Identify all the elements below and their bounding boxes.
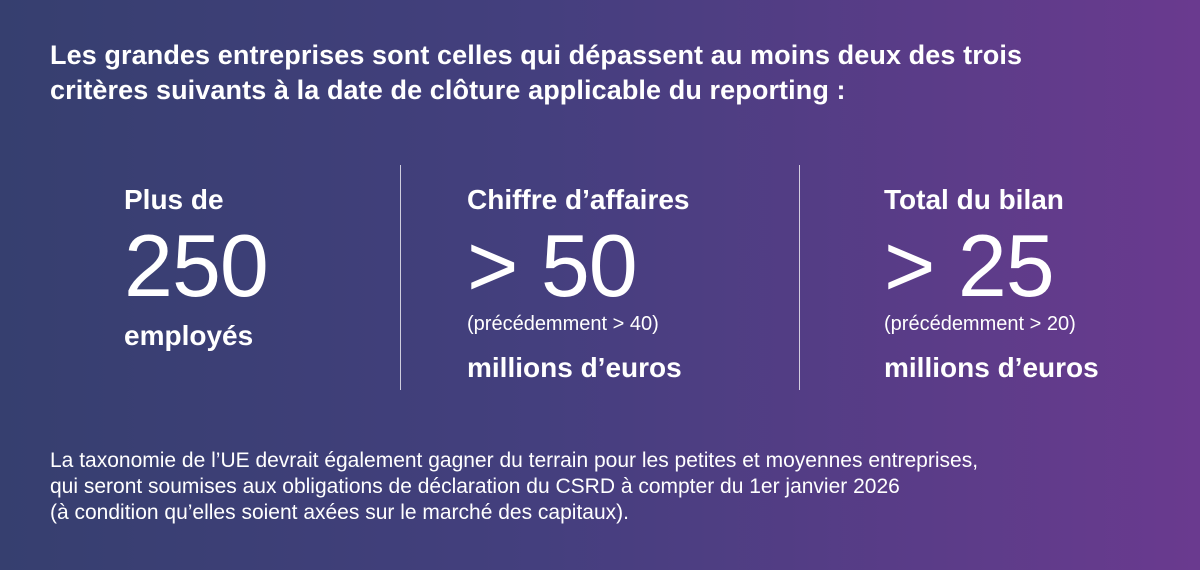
criterion-balance-sheet-label-top: Total du bilan: [884, 184, 1064, 215]
column-divider-1: [400, 165, 401, 390]
intro-line-1: Les grandes entreprises sont celles qui …: [50, 40, 1023, 70]
footer-text: La taxonomie de l’UE devrait également g…: [50, 448, 1170, 526]
criterion-balance-sheet: Total du bilan > 25 (précédemment > 20) …: [884, 182, 1099, 386]
criterion-balance-sheet-label-bottom: millions d’euros: [884, 352, 1099, 383]
criterion-employees-label-top: Plus de: [124, 184, 224, 215]
criterion-turnover: Chiffre d’affaires > 50 (précédemment > …: [467, 182, 690, 386]
footer-line-3: (à condition qu’elles soient axées sur l…: [50, 501, 629, 524]
criterion-turnover-note: (précédemment > 40): [467, 313, 659, 335]
intro-text: Les grandes entreprises sont celles qui …: [50, 38, 1160, 108]
footer-line-2: qui seront soumises aux obligations de d…: [50, 475, 900, 498]
criterion-turnover-label-bottom: millions d’euros: [467, 352, 682, 383]
criterion-turnover-value: > 50: [467, 216, 638, 315]
criterion-employees: Plus de 250 employés: [124, 182, 269, 354]
criterion-balance-sheet-value: > 25: [884, 216, 1055, 315]
footer-line-1: La taxonomie de l’UE devrait également g…: [50, 449, 979, 472]
criterion-balance-sheet-note: (précédemment > 20): [884, 313, 1076, 335]
intro-line-2: critères suivants à la date de clôture a…: [50, 75, 846, 105]
column-divider-2: [799, 165, 800, 390]
criterion-turnover-label-top: Chiffre d’affaires: [467, 184, 690, 215]
criterion-employees-label-bottom: employés: [124, 320, 254, 351]
criterion-employees-value: 250: [124, 216, 269, 315]
